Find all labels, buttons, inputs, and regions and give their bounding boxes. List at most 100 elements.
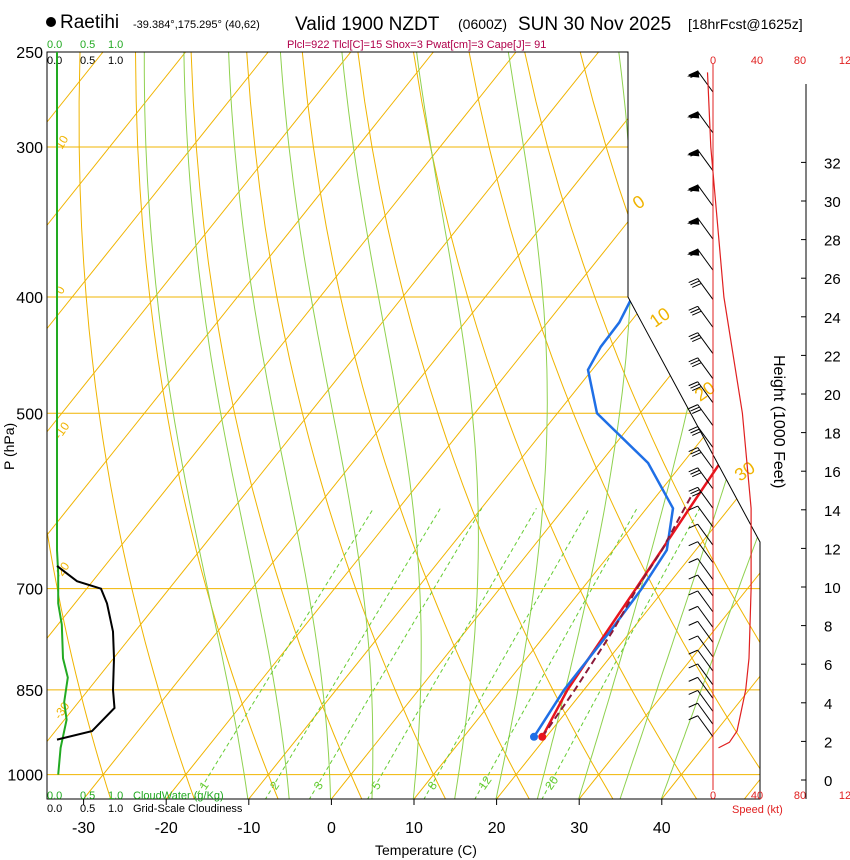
wind-barb-flag bbox=[688, 523, 698, 529]
bottom-black-tick-0: 0.0 bbox=[47, 803, 62, 815]
sounding-indices: Plcl=922 Tlcl[C]=15 Shox=3 Pwat[cm]=3 Ca… bbox=[287, 39, 546, 51]
wind-barb-staff bbox=[697, 690, 714, 712]
height-tick-label: 16 bbox=[824, 464, 841, 481]
wind-barb-staff bbox=[697, 702, 714, 725]
isotherm-label: 10 bbox=[646, 303, 674, 331]
station-marker-icon bbox=[46, 17, 56, 27]
mixing-ratio-label: 20 bbox=[542, 773, 561, 792]
moist-adiabat-line bbox=[341, 52, 422, 799]
pressure-tick-label: 400 bbox=[16, 290, 43, 307]
isotherm-label: 30 bbox=[731, 457, 759, 485]
mixing-ratio-label: 12 bbox=[475, 773, 494, 792]
height-tick-label: 4 bbox=[824, 696, 832, 713]
wind-barb-staff bbox=[697, 426, 714, 448]
speed-tick-bottom: 0 bbox=[710, 790, 716, 802]
wind-barb-flag bbox=[692, 337, 702, 343]
surface-dewpoint-point bbox=[529, 732, 538, 741]
bottom-black-tick-1: 0.5 bbox=[80, 803, 95, 815]
temperature-tick-label: 10 bbox=[405, 820, 423, 837]
moist-adiabat-line bbox=[495, 52, 548, 799]
wind-barb-flag bbox=[688, 690, 698, 695]
wind-barb-pennant bbox=[687, 184, 700, 192]
wind-speed-profile bbox=[706, 72, 752, 749]
bottom-cloudiness-scale: 0.0 0.5 1.0 Grid-Scale Cloudiness bbox=[47, 803, 243, 815]
dry-adiabat-line bbox=[579, 52, 760, 799]
wind-barb-flag bbox=[690, 280, 700, 286]
isotherm-label: 0 bbox=[52, 283, 68, 296]
top-black-tick-0: 0.0 bbox=[47, 55, 62, 67]
station-coords: -39.384°,175.295° (40,62) bbox=[133, 19, 260, 31]
dry-adiabat-line bbox=[47, 52, 112, 799]
parcel-line bbox=[541, 494, 693, 738]
temperature-tick-label: -30 bbox=[72, 820, 95, 837]
temperature-axis: -30 -20 -10 0 10 20 30 40 bbox=[72, 799, 671, 837]
isotherm-line bbox=[47, 52, 599, 799]
wind-barb-staff bbox=[697, 523, 714, 546]
wind-barb-flag bbox=[692, 362, 702, 368]
speed-tick-top: 0 bbox=[710, 55, 716, 67]
wind-barb-staff bbox=[697, 663, 714, 686]
speed-axis-label: Speed (kt) bbox=[732, 804, 783, 816]
wind-barb-flag bbox=[690, 469, 700, 475]
pressure-tick-label: 300 bbox=[16, 140, 43, 157]
pressure-axis: 250 300 400 500 700 850 1000 bbox=[7, 45, 43, 785]
wind-barb-staff bbox=[697, 590, 714, 613]
wind-barb-staff bbox=[697, 404, 714, 426]
wind-barb-staff bbox=[697, 715, 714, 738]
temperature-tick-label: 0 bbox=[327, 820, 336, 837]
wind-barb-staff bbox=[697, 111, 714, 134]
wind-barb-staff bbox=[697, 217, 714, 240]
pressure-axis-label: P (hPa) bbox=[1, 423, 17, 470]
wind-barb-flag bbox=[692, 310, 702, 316]
temperature-line bbox=[541, 82, 760, 738]
dry-adiabat-line bbox=[413, 52, 698, 799]
cloudwater-label: CloudWater (g/Kg) bbox=[133, 790, 224, 802]
bottom-green-tick-1: 0.5 bbox=[80, 790, 95, 802]
height-tick-label: 6 bbox=[824, 657, 832, 674]
wind-barb-flag bbox=[692, 491, 702, 497]
moist-adiabat-line bbox=[279, 52, 374, 799]
height-tick-label: 24 bbox=[824, 310, 841, 327]
wind-barb-flag bbox=[688, 332, 698, 338]
wind-barb-flag bbox=[688, 590, 698, 596]
plot-frame bbox=[46, 51, 761, 800]
dry-adiabat-line bbox=[468, 52, 760, 799]
temperature-tick-label: -10 bbox=[237, 820, 260, 837]
wind-barb-staff bbox=[697, 70, 714, 93]
top-green-tick-0: 0.0 bbox=[47, 39, 62, 51]
wind-barb-flag bbox=[688, 447, 698, 453]
cloudiness-profile bbox=[56, 565, 116, 741]
forecast-run: [18hrFcst@1625z] bbox=[688, 16, 803, 32]
wind-barb-staff bbox=[697, 149, 714, 172]
mixing-ratio-line bbox=[473, 508, 638, 799]
height-tick-label: 28 bbox=[824, 233, 841, 250]
wind-barb-flag bbox=[688, 541, 698, 547]
height-tick-label: 26 bbox=[824, 271, 841, 288]
wind-barb-staff bbox=[697, 677, 714, 699]
utc-time: (0600Z) bbox=[458, 16, 507, 32]
mixing-ratio-line bbox=[193, 508, 374, 799]
wind-barb-staff bbox=[697, 621, 714, 643]
height-tick-label: 2 bbox=[824, 734, 832, 751]
wind-barb-staff bbox=[697, 306, 714, 328]
temperature-tick-label: 30 bbox=[570, 820, 588, 837]
isotherm-line bbox=[47, 52, 269, 799]
wind-barb-flag bbox=[688, 702, 698, 708]
top-black-tick-2: 1.0 bbox=[108, 55, 123, 67]
bottom-black-tick-2: 1.0 bbox=[108, 803, 123, 815]
isotherm-line bbox=[648, 52, 760, 799]
bottom-green-tick-0: 0.0 bbox=[47, 790, 62, 802]
dry-adiabat-line bbox=[190, 52, 363, 799]
wind-barb-flag bbox=[688, 357, 698, 363]
height-tick-label: 18 bbox=[824, 426, 841, 443]
height-tick-label: 8 bbox=[824, 619, 832, 636]
wind-barb-flag bbox=[692, 472, 702, 478]
isotherm-line bbox=[47, 52, 517, 799]
cloudiness-label: Grid-Scale Cloudiness bbox=[133, 803, 243, 815]
wind-barb-staff bbox=[697, 574, 714, 597]
moist-adiabat-line bbox=[228, 52, 332, 799]
surface-temperature-point bbox=[538, 732, 547, 741]
top-black-tick-1: 0.5 bbox=[80, 55, 95, 67]
wind-barb-flag bbox=[690, 428, 700, 434]
